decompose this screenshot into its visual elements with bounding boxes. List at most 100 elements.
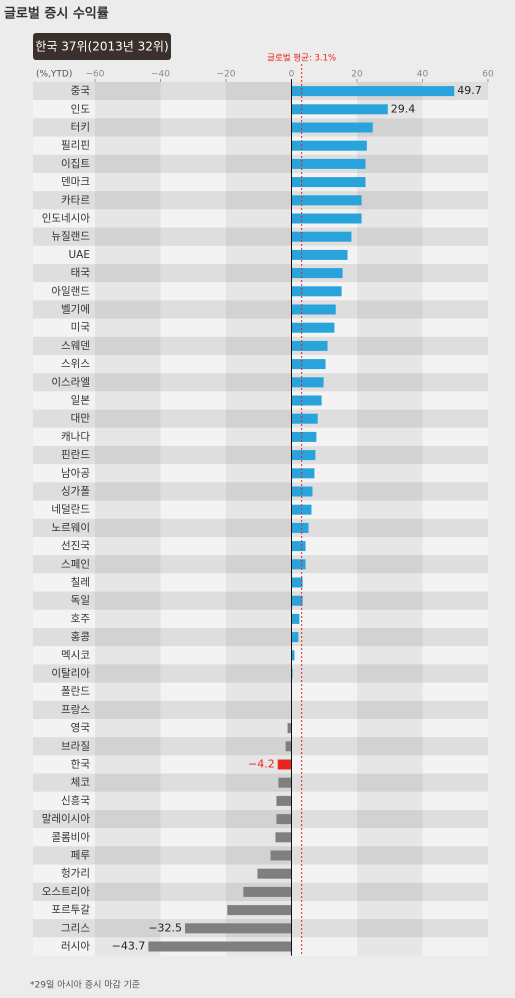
x-tick-label: 20 xyxy=(351,70,363,80)
row-band xyxy=(33,828,488,847)
row-band xyxy=(33,173,488,192)
row-band xyxy=(33,591,488,610)
category-label: 멕시코 xyxy=(61,649,90,661)
bar xyxy=(291,177,366,188)
bar xyxy=(291,249,348,260)
category-label: 한국 xyxy=(71,759,91,771)
category-label: 스웨덴 xyxy=(61,340,90,352)
bar xyxy=(148,941,292,952)
row-band xyxy=(33,209,488,228)
category-label: 벨기에 xyxy=(61,304,90,316)
bar xyxy=(291,650,295,661)
row-band xyxy=(33,810,488,829)
row-band xyxy=(33,664,488,683)
category-label: 폴란드 xyxy=(61,686,90,698)
bar xyxy=(291,231,352,242)
x-tick-label: −60 xyxy=(86,70,105,80)
category-label: 브라질 xyxy=(61,740,90,752)
row-band xyxy=(33,500,488,519)
category-label: 선진국 xyxy=(61,540,90,552)
subtitle: 한국 37위(2013년 32위) xyxy=(35,40,168,54)
x-tick-label: −20 xyxy=(217,70,236,80)
bar xyxy=(291,395,322,406)
bar xyxy=(185,923,292,934)
category-label: 미국 xyxy=(71,322,91,334)
category-label: 네덜란드 xyxy=(51,504,90,516)
category-label: 헝가리 xyxy=(61,868,90,880)
category-label: 신흥국 xyxy=(61,794,90,807)
row-band xyxy=(33,518,488,537)
bar xyxy=(291,359,326,370)
category-label: UAE xyxy=(68,249,90,261)
row-band xyxy=(33,682,488,701)
bar xyxy=(276,795,292,806)
category-label: 페루 xyxy=(71,850,91,862)
unit-label: (%,YTD) xyxy=(36,70,72,80)
bar xyxy=(291,195,362,206)
bar xyxy=(291,541,306,552)
bar xyxy=(257,868,292,879)
x-tick-label: 60 xyxy=(482,70,494,80)
category-label: 싱가폴 xyxy=(61,486,90,498)
bar xyxy=(291,632,299,643)
category-label: 인도네시아 xyxy=(42,213,91,225)
value-label: −4.2 xyxy=(248,758,275,771)
category-label: 인도 xyxy=(71,103,91,115)
category-label: 대만 xyxy=(71,413,91,425)
bar xyxy=(291,140,367,151)
bar xyxy=(275,832,292,843)
category-label: 체코 xyxy=(71,777,91,789)
row-band xyxy=(33,245,488,264)
row-band xyxy=(33,791,488,810)
bar xyxy=(291,595,303,606)
bar xyxy=(291,86,455,97)
row-band xyxy=(33,373,488,392)
category-label: 카타르 xyxy=(61,194,90,206)
row-band xyxy=(33,646,488,665)
bar xyxy=(291,522,309,533)
row-band xyxy=(33,773,488,792)
row-band xyxy=(33,409,488,428)
row-band xyxy=(33,700,488,719)
bar xyxy=(291,450,316,461)
row-band xyxy=(33,609,488,628)
category-label: 필리핀 xyxy=(61,140,90,152)
category-label: 말레이시아 xyxy=(42,813,91,825)
row-band xyxy=(33,573,488,592)
row-band xyxy=(33,318,488,337)
bar xyxy=(291,413,318,424)
row-band xyxy=(33,737,488,756)
category-label: 프랑스 xyxy=(61,704,90,716)
row-band xyxy=(33,264,488,283)
category-label: 포르투갈 xyxy=(51,903,90,916)
row-band xyxy=(33,355,488,374)
row-band xyxy=(33,846,488,865)
row-band xyxy=(33,719,488,738)
row-band xyxy=(33,482,488,501)
row-band xyxy=(33,446,488,465)
bar xyxy=(291,286,342,297)
category-label: 핀란드 xyxy=(61,449,90,461)
category-label: 터키 xyxy=(71,122,90,134)
category-label: 스위스 xyxy=(61,357,90,370)
row-band xyxy=(33,154,488,173)
bar xyxy=(277,759,292,770)
bar xyxy=(291,268,343,279)
row-band xyxy=(33,227,488,246)
category-label: 영국 xyxy=(71,722,91,734)
category-label: 오스트리아 xyxy=(42,886,91,898)
category-label: 캐나다 xyxy=(61,431,90,443)
category-label: 러시아 xyxy=(61,941,90,953)
bar xyxy=(285,741,292,752)
reference-label: 글로벌 평균: 3.1% xyxy=(267,53,336,64)
category-label: 일본 xyxy=(71,394,91,407)
bar xyxy=(278,777,292,788)
chart-title: 글로벌 증시 수익률 xyxy=(4,6,109,22)
bar xyxy=(291,431,317,442)
row-band xyxy=(33,628,488,647)
category-label: 호주 xyxy=(71,613,91,625)
bar xyxy=(291,340,328,351)
x-tick-label: −40 xyxy=(151,70,170,80)
row-band xyxy=(33,391,488,410)
